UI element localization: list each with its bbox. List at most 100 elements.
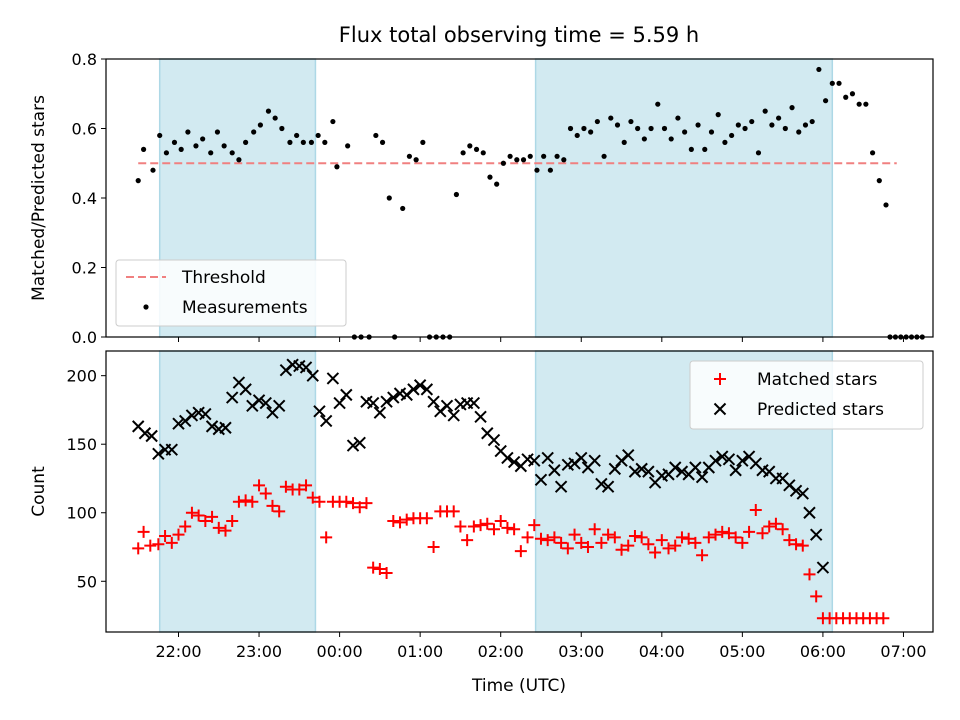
legend-measurements-swatch — [143, 304, 149, 310]
measurement-point — [755, 150, 762, 156]
measurement-point — [641, 136, 647, 142]
matched-star-point — [514, 545, 527, 558]
matched-star-point — [427, 541, 440, 554]
matched-star-point — [179, 520, 192, 533]
predicted-star-point — [722, 453, 736, 466]
x-tick-label: 06:00 — [800, 642, 846, 661]
matched-star-point — [232, 495, 245, 508]
matched-star-point — [192, 509, 205, 522]
predicted-star-point — [145, 429, 158, 443]
measurement-point — [601, 153, 607, 159]
matched-star-point — [144, 539, 157, 552]
predicted-star-point — [816, 561, 830, 574]
measurement-point — [330, 118, 336, 125]
measurement-point — [554, 153, 560, 159]
measurement-point — [816, 66, 822, 73]
measurement-point — [251, 129, 257, 135]
measurement-point — [561, 157, 567, 163]
measurement-point — [715, 112, 721, 118]
measurement-point — [208, 150, 214, 156]
measurement-point — [221, 143, 227, 149]
count-axes-frame — [105, 350, 934, 633]
count-panel: 50 100 150 200 22:00 23:00 00:00 01:00 02:00 03:… — [29, 350, 934, 661]
ratio-legend: Threshold Measurements — [115, 259, 347, 327]
predicted-star-point — [165, 443, 178, 456]
legend-threshold-label: Threshold — [181, 268, 266, 288]
matched-star-point — [561, 542, 574, 555]
measurement-point — [200, 136, 206, 142]
measurement-point — [272, 115, 278, 121]
legend-measurements-label: Measurements — [182, 298, 308, 318]
predicted-star-point — [789, 484, 803, 498]
measurement-point — [527, 153, 533, 159]
matched-star-point — [226, 514, 239, 527]
predicted-star-point — [474, 410, 487, 424]
matched-star-point — [219, 524, 232, 537]
measurement-point — [140, 146, 147, 152]
predicted-star-point — [729, 464, 742, 477]
predicted-star-point — [796, 487, 809, 500]
measurement-point — [373, 132, 379, 139]
predicted-star-point — [528, 454, 541, 467]
matched-star-point — [206, 510, 219, 523]
matched-star-point — [769, 517, 782, 530]
predicted-star-point — [507, 455, 521, 469]
predicted-star-point — [716, 450, 729, 463]
predicted-star-point — [219, 421, 232, 434]
x-tick-label: 00:00 — [317, 642, 363, 661]
measurement-point — [453, 191, 460, 198]
matched-star-point — [212, 521, 225, 534]
legend-box — [115, 259, 347, 327]
measurement-point — [594, 118, 600, 125]
measurement-point — [682, 129, 688, 135]
predicted-star-point — [689, 461, 702, 474]
matched-star-point — [165, 536, 178, 549]
measurement-point — [214, 129, 221, 135]
y-tick-label: 150 — [66, 435, 97, 454]
count-y-axis: 50 100 150 200 — [66, 367, 106, 591]
matched-star-point — [521, 531, 534, 544]
predicted-star-point — [326, 372, 340, 385]
measurement-point — [334, 164, 340, 170]
predicted-star-point — [420, 383, 434, 396]
predicted-star-point — [534, 473, 548, 487]
legend-matched-swatch — [714, 373, 726, 385]
predicted-star-point — [467, 396, 481, 410]
predicted-star-point — [272, 399, 286, 413]
matched-star-point — [595, 536, 608, 549]
predicted-star-point — [299, 361, 313, 374]
measurement-point — [494, 181, 500, 187]
measurement-point — [487, 174, 493, 180]
measurement-point — [789, 105, 795, 111]
measurement-point — [574, 132, 580, 139]
ratio-y-axis-label: Matched/Predicted stars — [29, 95, 49, 301]
matched-star-point — [790, 538, 803, 551]
legend-predicted-label: Predicted stars — [757, 400, 884, 420]
matched-star-point — [696, 549, 709, 562]
predicted-star-point — [373, 406, 387, 419]
matched-star-point — [340, 495, 353, 508]
predicted-star-point — [353, 436, 366, 450]
matched-star-point — [669, 539, 682, 552]
measurement-point — [588, 129, 594, 135]
predicted-star-point — [205, 420, 219, 433]
matched-star-point — [655, 534, 668, 547]
measurement-point — [308, 139, 315, 145]
measurement-point — [648, 125, 654, 132]
matched-star-point — [132, 542, 145, 555]
matched-star-point — [803, 568, 816, 581]
measurement-point — [467, 143, 473, 149]
x-tick-label: 05:00 — [719, 642, 765, 661]
measurement-point — [229, 150, 235, 156]
matched-star-point — [743, 525, 756, 538]
x-tick-label: 03:00 — [558, 642, 604, 661]
predicted-star-point — [588, 454, 601, 467]
legend-matched-label: Matched stars — [757, 370, 877, 390]
measurement-point — [809, 118, 815, 125]
matched-star-point — [716, 525, 729, 538]
matched-star-point — [568, 528, 581, 541]
y-tick-label: 50 — [77, 572, 97, 591]
measurement-point — [547, 167, 553, 173]
predicted-star-point — [380, 395, 393, 408]
matched-star-point — [628, 530, 641, 543]
